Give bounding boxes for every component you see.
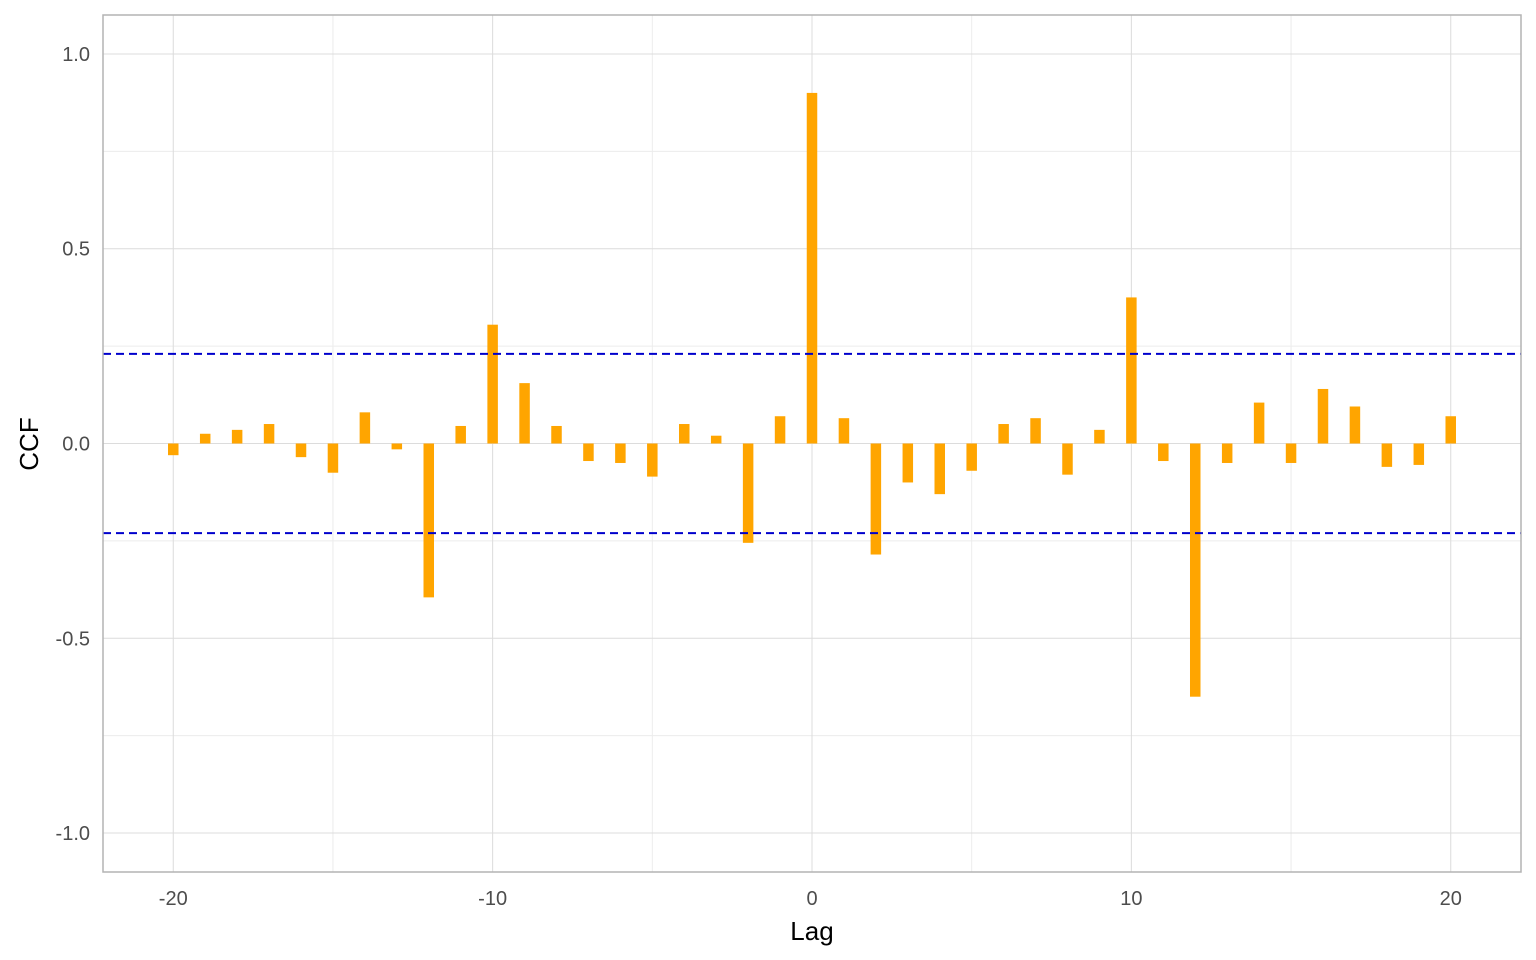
ccf-bar xyxy=(1094,429,1105,444)
ccf-bar xyxy=(1158,443,1169,462)
ccf-bar xyxy=(998,424,1009,444)
ccf-bar xyxy=(742,443,754,543)
ccf-bar xyxy=(1062,443,1073,475)
ccf-bar xyxy=(199,433,211,444)
ccf-bar xyxy=(966,443,977,471)
y-tick-labels: -1.0 -0.5 0.0 0.5 1.0 xyxy=(56,44,90,845)
bars xyxy=(168,92,1456,697)
x-tick-label: 20 xyxy=(1440,888,1462,910)
confidence-lines xyxy=(103,352,1521,535)
ccf-bar xyxy=(168,443,179,456)
ccf-bar xyxy=(1381,443,1393,467)
ccf-bar xyxy=(1253,402,1265,444)
y-axis-title: CCF xyxy=(14,417,44,470)
ccf-bar xyxy=(934,443,945,495)
ccf-bar xyxy=(1285,443,1297,463)
x-tick-label: -20 xyxy=(159,888,188,910)
ccf-bar xyxy=(1413,443,1425,465)
y-tick-label: -1.0 xyxy=(56,823,90,845)
plot-border xyxy=(102,14,1522,873)
ccf-bar xyxy=(1126,297,1137,444)
ccf-bar xyxy=(838,418,850,444)
x-tick-labels: -20 -10 0 10 20 xyxy=(159,888,1462,910)
ccf-bar xyxy=(1317,388,1329,444)
ccf-bar xyxy=(1221,443,1233,463)
ccf-bar xyxy=(902,443,914,483)
ccf-bar xyxy=(1349,406,1361,444)
y-tick-label: 0.0 xyxy=(62,434,90,456)
ccf-bar xyxy=(1189,443,1201,697)
ccf-bar xyxy=(487,324,498,444)
y-tick-label: 1.0 xyxy=(62,44,90,66)
ccf-bar xyxy=(359,412,371,444)
ccf-bar xyxy=(295,443,307,458)
ccf-bar xyxy=(615,443,626,463)
ccf-bar xyxy=(806,92,818,444)
ccf-bar xyxy=(423,443,435,598)
ccf-bar xyxy=(1445,416,1456,444)
x-tick-label: -10 xyxy=(478,888,507,910)
x-axis-title: Lag xyxy=(790,916,833,946)
ccf-bar xyxy=(710,435,722,444)
ccf-bar xyxy=(774,416,786,444)
y-tick-label: 0.5 xyxy=(62,239,90,261)
ccf-bar xyxy=(455,425,466,444)
ccf-bar xyxy=(647,443,658,477)
ccf-bar xyxy=(263,424,275,444)
ccf-bar xyxy=(327,443,339,473)
x-tick-label: 10 xyxy=(1120,888,1142,910)
ccf-bar xyxy=(1030,418,1041,444)
ccf-bar xyxy=(583,443,594,462)
ccf-bar xyxy=(679,424,690,444)
ccf-bar xyxy=(551,425,562,444)
ccf-bar xyxy=(519,383,530,444)
x-tick-label: 0 xyxy=(806,888,817,910)
ccf-bar xyxy=(391,443,403,450)
y-tick-label: -0.5 xyxy=(56,628,90,650)
ccf-bar xyxy=(231,429,243,444)
ccf-bar xyxy=(870,443,882,555)
